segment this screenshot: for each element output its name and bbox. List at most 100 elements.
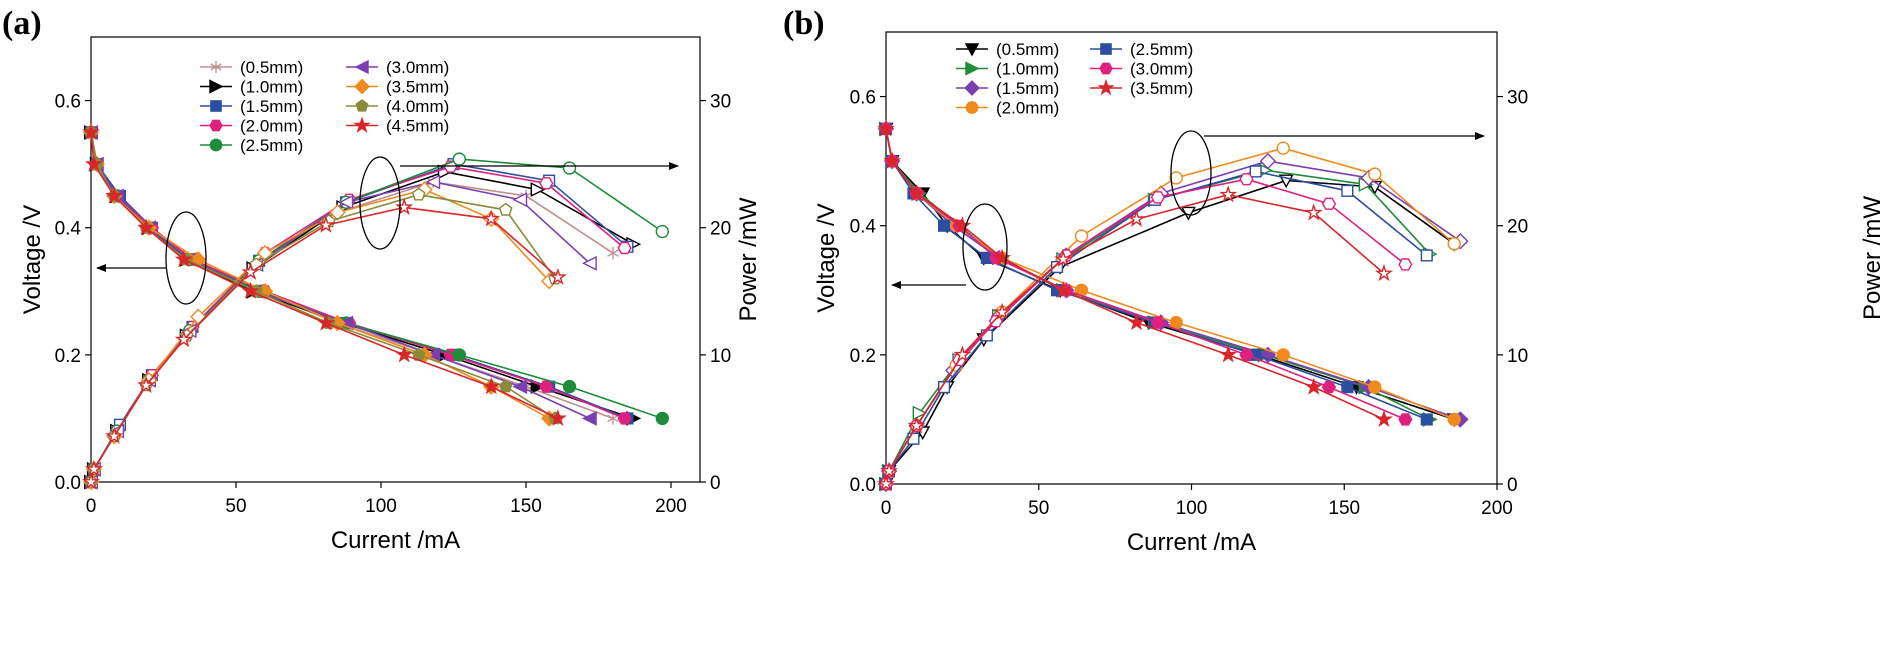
power-point [1447, 237, 1461, 251]
legend-label: (2.0mm) [996, 99, 1059, 118]
y-left-tick-label: 0.0 [55, 473, 81, 494]
legend-entry: (2.0mm) [200, 117, 303, 136]
power-point [1276, 141, 1290, 155]
power-point [241, 262, 260, 280]
series [876, 119, 1393, 492]
x-tick-label: 100 [1176, 498, 1208, 519]
voltage-line [885, 128, 1428, 421]
voltage-point [993, 248, 1012, 266]
power-point [548, 267, 567, 286]
power-point [1259, 152, 1277, 170]
voltage-point [84, 154, 103, 172]
power-line [90, 165, 626, 483]
voltage-point [655, 411, 669, 426]
y-left-tick-label: 0.4 [850, 217, 877, 238]
series [81, 122, 567, 490]
power-point [877, 474, 895, 492]
y-left-tick-label: 0.6 [55, 92, 81, 113]
power-ellipse [1170, 130, 1212, 216]
plot-frame [90, 36, 701, 483]
power-point [1304, 203, 1323, 221]
legend-swatch-marker [210, 61, 222, 73]
power-point [174, 330, 193, 348]
voltage-point [1420, 413, 1433, 426]
voltage-point [876, 119, 896, 137]
legend-label: (0.5mm) [240, 58, 303, 77]
power-point [1368, 167, 1382, 181]
voltage-point [1276, 348, 1290, 362]
power-point [1398, 258, 1413, 271]
voltage-point [1375, 410, 1393, 428]
legend-entry: (4.5mm) [346, 116, 449, 136]
voltage-point [498, 379, 513, 393]
power-point [912, 405, 928, 421]
voltage-point [137, 218, 156, 236]
y-right-tick-label: 10 [1507, 346, 1528, 367]
legend-entry: (3.0mm) [1090, 60, 1193, 79]
power-point [1321, 197, 1337, 210]
voltage-point [907, 184, 926, 202]
legend-swatch-marker [1100, 43, 1112, 55]
legend-entry: (1.5mm) [200, 97, 303, 116]
y-left-axis-title: Voltage /V [813, 203, 840, 312]
power-point [1050, 261, 1064, 274]
power-point [329, 204, 346, 221]
power-line [885, 170, 1428, 485]
voltage-point [241, 281, 260, 299]
voltage-point [1304, 377, 1323, 395]
power-point [411, 187, 426, 201]
power-point [425, 174, 441, 190]
y-right-tick-label: 20 [710, 219, 731, 240]
power-point [1420, 249, 1433, 262]
legend-entry: (2.5mm) [200, 136, 303, 155]
x-tick-label: 150 [1328, 498, 1360, 519]
panel-label: (a) [2, 5, 42, 42]
voltage-point [1321, 381, 1337, 394]
power-line [885, 147, 1455, 485]
y-left-axis-title: Voltage /V [19, 205, 46, 314]
legend-swatch-marker [355, 99, 369, 112]
y-right-tick-label: 20 [1507, 217, 1528, 238]
x-tick-label: 200 [1481, 498, 1513, 519]
x-axis-title: Current /mA [1127, 529, 1256, 556]
y-right-tick-label: 0 [1507, 475, 1518, 496]
power-line [885, 179, 1455, 485]
power-point [993, 302, 1012, 320]
power-point [338, 194, 354, 210]
series [878, 122, 1413, 491]
legend-entry: (4.0mm) [346, 97, 449, 116]
voltage-point [1398, 413, 1413, 426]
series [85, 126, 619, 489]
power-point [938, 381, 951, 394]
power-point [452, 152, 466, 166]
voltage-point [562, 379, 577, 394]
legend-label: (1.5mm) [996, 79, 1059, 98]
x-tick-label: 50 [1028, 498, 1049, 519]
series [879, 122, 1461, 491]
x-tick-label: 50 [225, 496, 246, 517]
y-left-tick-label: 0.6 [850, 88, 876, 109]
legend-entry: (3.5mm) [346, 78, 449, 97]
legend-swatch-marker [964, 43, 980, 57]
power-point [105, 426, 124, 444]
power-point [617, 241, 632, 255]
legend-swatch-marker [209, 138, 223, 152]
y-left-tick-label: 0.2 [850, 346, 876, 367]
voltage-point [452, 348, 466, 362]
power-point [530, 182, 546, 198]
y-right-axis-title: Power /mW [1859, 196, 1886, 320]
voltage-point [953, 216, 972, 234]
legend-label: (2.5mm) [240, 136, 303, 155]
legend-label: (2.5mm) [1130, 40, 1193, 59]
power-point [512, 192, 528, 208]
power-point [482, 209, 501, 227]
power-point [655, 224, 669, 239]
legend-swatch-marker [964, 80, 980, 96]
power-point [907, 416, 926, 434]
voltage-line [90, 132, 556, 420]
legend-label: (4.0mm) [386, 97, 449, 116]
voltage-line [90, 132, 550, 420]
legend-swatch-marker [1097, 78, 1115, 96]
voltage-point [617, 412, 632, 425]
legend-entry: (2.5mm) [1090, 40, 1193, 59]
